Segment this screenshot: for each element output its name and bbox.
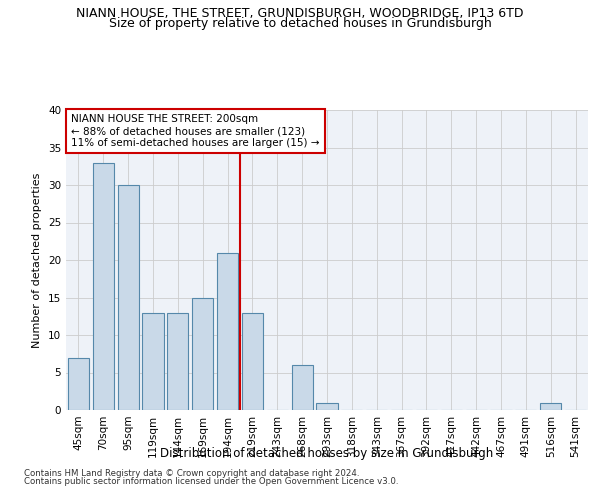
Y-axis label: Number of detached properties: Number of detached properties — [32, 172, 43, 348]
Bar — [118, 185, 139, 410]
Text: Size of property relative to detached houses in Grundisburgh: Size of property relative to detached ho… — [109, 18, 491, 30]
Bar — [142, 312, 164, 410]
Bar — [292, 365, 313, 410]
Text: Contains public sector information licensed under the Open Government Licence v3: Contains public sector information licen… — [24, 477, 398, 486]
Text: Contains HM Land Registry data © Crown copyright and database right 2024.: Contains HM Land Registry data © Crown c… — [24, 468, 359, 477]
Bar — [316, 402, 338, 410]
Bar — [242, 312, 263, 410]
Text: Distribution of detached houses by size in Grundisburgh: Distribution of detached houses by size … — [160, 448, 494, 460]
Bar — [68, 358, 89, 410]
Bar — [540, 402, 561, 410]
Bar — [167, 312, 188, 410]
Bar — [192, 298, 213, 410]
Bar — [93, 162, 114, 410]
Text: NIANN HOUSE, THE STREET, GRUNDISBURGH, WOODBRIDGE, IP13 6TD: NIANN HOUSE, THE STREET, GRUNDISBURGH, W… — [76, 8, 524, 20]
Text: NIANN HOUSE THE STREET: 200sqm
← 88% of detached houses are smaller (123)
11% of: NIANN HOUSE THE STREET: 200sqm ← 88% of … — [71, 114, 320, 148]
Bar — [217, 252, 238, 410]
